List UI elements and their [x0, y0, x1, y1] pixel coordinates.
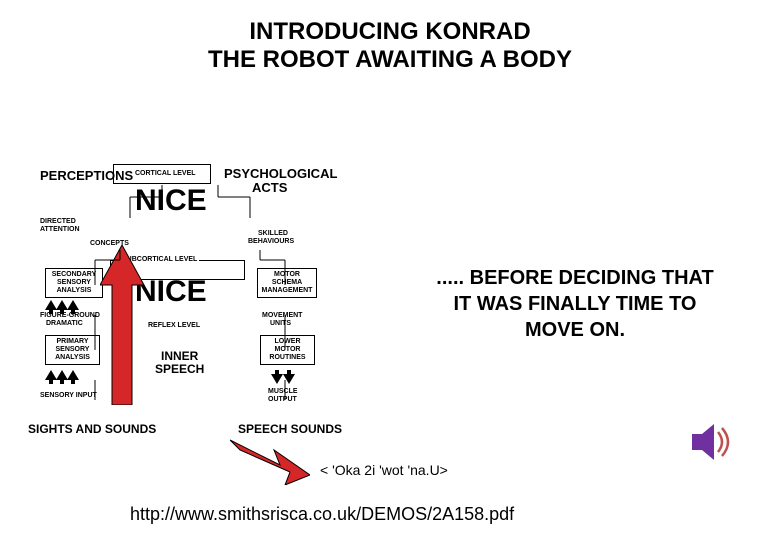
reflex-level: REFLEX LEVEL — [148, 322, 200, 329]
lm-l2: MOTOR — [269, 346, 305, 354]
psych-acts-l1: PSYCHOLOGICAL — [224, 166, 337, 181]
is-l2: SPEECH — [155, 363, 204, 376]
skilled: SKILLED — [258, 230, 288, 237]
speaker-icon — [688, 418, 736, 466]
motor-schema-box: MOTOR SCHEMA MANAGEMENT — [257, 268, 317, 298]
sensory-input: SENSORY INPUT — [40, 392, 97, 399]
behaviours: BEHAVIOURS — [248, 238, 294, 245]
primary-sensory-box: PRIMARY SENSORY ANALYSIS — [45, 335, 100, 365]
mu-l1: MOVEMENT — [262, 312, 302, 319]
lower-motor-box: LOWER MOTOR ROUTINES — [260, 335, 315, 365]
inner-speech: INNER SPEECH — [155, 350, 204, 376]
red-arrow-down-diag — [230, 430, 310, 485]
lm-l3: ROUTINES — [269, 354, 305, 362]
muscle-output-l2: OUTPUT — [268, 396, 297, 403]
ms-l1: MOTOR — [262, 271, 313, 279]
title-line1: INTRODUCING KONRAD — [0, 18, 780, 46]
lm-l1: LOWER — [269, 338, 305, 346]
sec-l2: SENSORY — [52, 279, 96, 287]
sights-sounds: SIGHTS AND SOUNDS — [28, 422, 156, 436]
fg-l2: DRAMATIC — [46, 320, 83, 327]
title-line2: THE ROBOT AWAITING A BODY — [0, 46, 780, 74]
rt-l3: MOVE ON. — [395, 317, 755, 343]
directed-l2: ATTENTION — [40, 226, 80, 233]
ms-l2: SCHEMA — [262, 279, 313, 287]
psych-acts-l2: ACTS — [252, 180, 287, 195]
url-text: http://www.smithsrisca.co.uk/DEMOS/2A158… — [130, 504, 514, 525]
sec-l3: ANALYSIS — [52, 287, 96, 295]
tiny-arrow-8 — [283, 370, 295, 384]
muscle-output-l1: MUSCLE — [268, 388, 298, 395]
sec-l1: SECONDARY — [52, 271, 96, 279]
rt-l2: IT WAS FINALLY TIME TO — [395, 291, 755, 317]
ms-l3: MANAGEMENT — [262, 287, 313, 295]
nice-2: NICE — [135, 275, 207, 309]
tiny-arrow-6 — [67, 370, 79, 384]
tiny-arrow-7 — [271, 370, 283, 384]
red-arrow-up — [100, 245, 145, 405]
ps-l1: PRIMARY — [55, 338, 90, 346]
right-text-block: ..... BEFORE DECIDING THAT IT WAS FINALL… — [395, 265, 755, 343]
directed-l1: DIRECTED — [40, 218, 76, 225]
ps-l2: SENSORY — [55, 346, 90, 354]
phonetic-text: < 'Oka 2i 'wot 'na.U> — [320, 462, 448, 478]
tiny-arrow-3 — [67, 300, 79, 314]
nice-1: NICE — [135, 184, 207, 218]
mu-l2: UNITS — [270, 320, 291, 327]
rt-l1: ..... BEFORE DECIDING THAT — [395, 265, 755, 291]
cortical-box — [113, 164, 211, 184]
ps-l3: ANALYSIS — [55, 354, 90, 362]
secondary-sensory-box: SECONDARY SENSORY ANALYSIS — [45, 268, 103, 298]
